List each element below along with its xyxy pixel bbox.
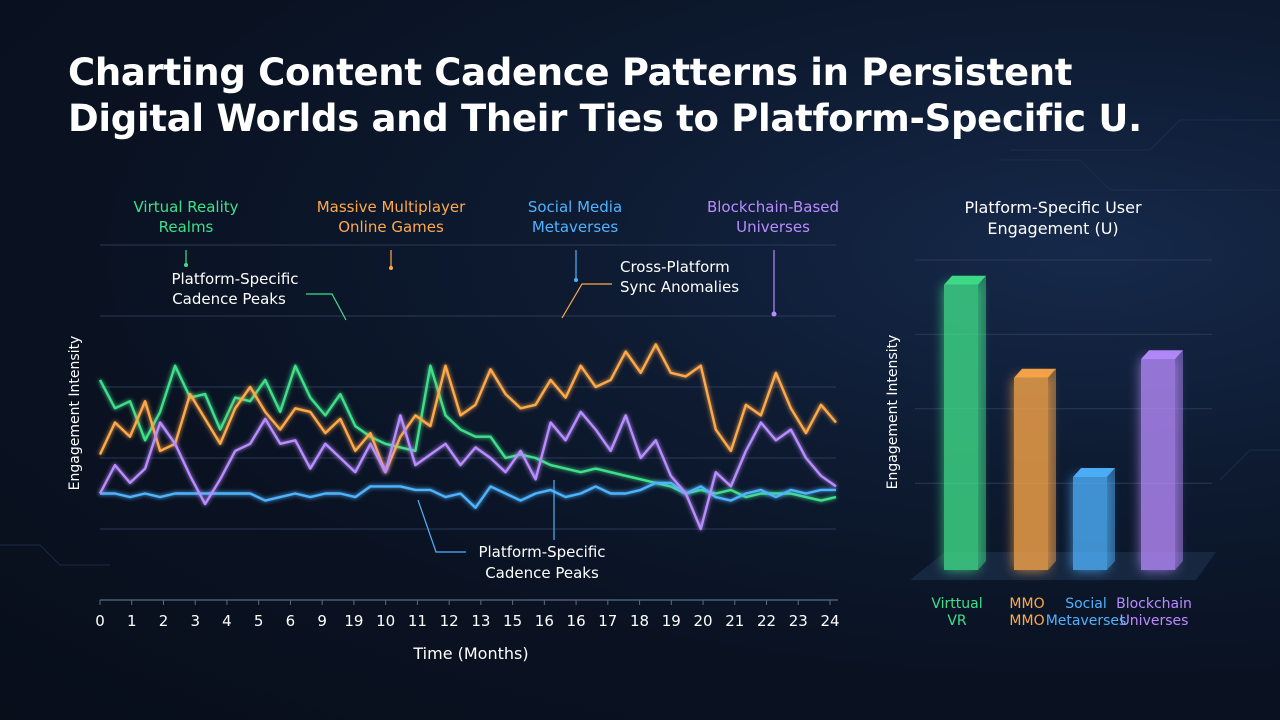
annotation-1-leader: [306, 293, 347, 321]
annotation-2-line2: Sync Anomalies: [620, 278, 739, 296]
page-title: Charting Content Cadence Patterns in Per…: [68, 50, 1228, 142]
title-line-1: Charting Content Cadence Patterns in Per…: [68, 51, 1073, 94]
x-tick-label: 20: [693, 612, 712, 630]
x-tick-label: 18: [630, 612, 649, 630]
series-label-mmo: Massive Multiplayer Online Games: [317, 198, 466, 236]
annotation-3-line2: Cadence Peaks: [485, 564, 599, 582]
series-label-leaders: [184, 250, 777, 317]
series-label-social-line1: Social Media: [528, 198, 622, 216]
annotation-3-line1: Platform-Specific: [478, 543, 605, 561]
x-axis-label: Time (Months): [412, 644, 528, 663]
series-label-blockchain: Blockchain-Based Universes: [707, 198, 839, 236]
bar-chart-floor: [910, 552, 1216, 580]
line-chart: 0 1 2 3 4 5 6 9 19 10 11 12 13 15 16 16 17 18 19 20 21 22 23 24…: [67, 198, 840, 663]
bar-category-label-line1: Blockchain: [1116, 596, 1192, 612]
annotation-sync-anomalies: Cross-Platform Sync Anomalies: [620, 258, 739, 296]
bar-category-label-line2: VR: [947, 613, 967, 629]
line-series-orange: [98, 343, 837, 474]
x-tick-label: 3: [190, 612, 200, 630]
bar-front-face: [1141, 359, 1175, 570]
bar-top-face: [944, 275, 986, 285]
x-tick-label: 19: [344, 612, 363, 630]
x-tick-labels: 0 1 2 3 4 5 6 9 19 10 11 12 13 15 16 16 17 18 19 20 21 22 23 24: [95, 600, 840, 630]
circuit-decoration: [0, 119, 1280, 566]
bar-top-face: [1073, 468, 1115, 477]
line-chart-grid: [100, 244, 836, 530]
series-label-social: Social Media Metaverses: [528, 198, 622, 236]
series-label-vr-line2: Realms: [159, 218, 214, 236]
annotation-cadence-peaks-top: Platform-Specific Cadence Peaks: [171, 270, 298, 308]
y-axis-label: Engagement Intensity: [67, 336, 83, 491]
bar-chart: Platform-Specific User Engagement (U) En…: [885, 198, 1216, 629]
annotation-2-line1: Cross-Platform: [620, 258, 730, 276]
bar-category-label-line2: Universes: [1120, 613, 1189, 629]
x-tick-label: 13: [471, 612, 490, 630]
bar-category-label-line1: Social: [1065, 596, 1107, 612]
x-tick-label: 12: [440, 612, 459, 630]
series-label-blockchain-line1: Blockchain-Based: [707, 198, 839, 216]
x-tick-label: 15: [503, 612, 522, 630]
x-tick-label: 2: [159, 612, 169, 630]
x-tick-label: 4: [222, 612, 232, 630]
bar-side-face: [978, 275, 986, 570]
bar-front-face: [944, 284, 978, 570]
x-tick-label: 1: [127, 612, 137, 630]
x-tick-label: 9: [317, 612, 327, 630]
line-series-green: [98, 364, 837, 502]
bar-side-face: [1175, 350, 1183, 570]
bar-chart-title-line2: Engagement (U): [987, 219, 1118, 238]
bar-side-face: [1107, 468, 1115, 570]
bar-front-face: [1073, 477, 1107, 570]
series-label-vr: Virtual Reality Realms: [133, 198, 238, 236]
bar-orange: [1014, 368, 1056, 570]
series-label-mmo-line2: Online Games: [338, 218, 444, 236]
bar-blue: [1073, 468, 1115, 570]
x-tick-label: 23: [789, 612, 808, 630]
bar-chart-y-axis-label: Engagement Intensity: [885, 335, 901, 490]
annotation-1-line1: Platform-Specific: [171, 270, 298, 288]
bar-group: [944, 275, 1183, 570]
x-tick-label: 5: [254, 612, 264, 630]
annotation-3-leader: [417, 499, 466, 553]
bar-chart-title: Platform-Specific User Engagement (U): [964, 198, 1142, 238]
annotation-1-line2: Cadence Peaks: [172, 290, 286, 308]
annotation-2-leader: [561, 283, 612, 319]
bar-category-label-line1: Virttual: [931, 596, 982, 612]
series-label-blockchain-line2: Universes: [736, 218, 810, 236]
bar-front-face: [1014, 377, 1048, 570]
bar-category-label-line2: MMO: [1009, 613, 1044, 629]
bar-top-face: [1141, 350, 1183, 360]
line-series-group: [98, 343, 837, 531]
series-label-vr-line1: Virtual Reality: [133, 198, 238, 216]
x-tick-label: 11: [408, 612, 427, 630]
x-tick-label: 19: [662, 612, 681, 630]
line-series-purple: [98, 410, 837, 531]
series-label-social-line2: Metaverses: [532, 218, 619, 236]
x-tick-label: 17: [598, 612, 617, 630]
bar-chart-title-line1: Platform-Specific User: [964, 198, 1142, 217]
x-tick-label: 16: [567, 612, 586, 630]
line-series-blue: [100, 481, 836, 509]
x-tick-label: 16: [535, 612, 554, 630]
x-tick-label: 6: [286, 612, 296, 630]
bar-green: [944, 275, 986, 570]
bar-side-face: [1048, 368, 1056, 570]
bar-top-face: [1014, 368, 1056, 378]
x-tick-label: 21: [725, 612, 744, 630]
x-tick-label: 0: [95, 612, 105, 630]
bar-category-label-line1: MMO: [1009, 596, 1044, 612]
series-label-mmo-line1: Massive Multiplayer: [317, 198, 466, 216]
x-tick-label: 10: [376, 612, 395, 630]
bar-category-label-line2: Metaverses: [1046, 613, 1127, 629]
bar-purple: [1141, 350, 1183, 570]
x-tick-label: 22: [757, 612, 776, 630]
title-line-2: Digital Worlds and Their Ties to Platfor…: [68, 97, 1142, 140]
x-tick-label: 24: [820, 612, 839, 630]
annotation-cadence-peaks-bottom: Platform-Specific Cadence Peaks: [478, 543, 605, 582]
